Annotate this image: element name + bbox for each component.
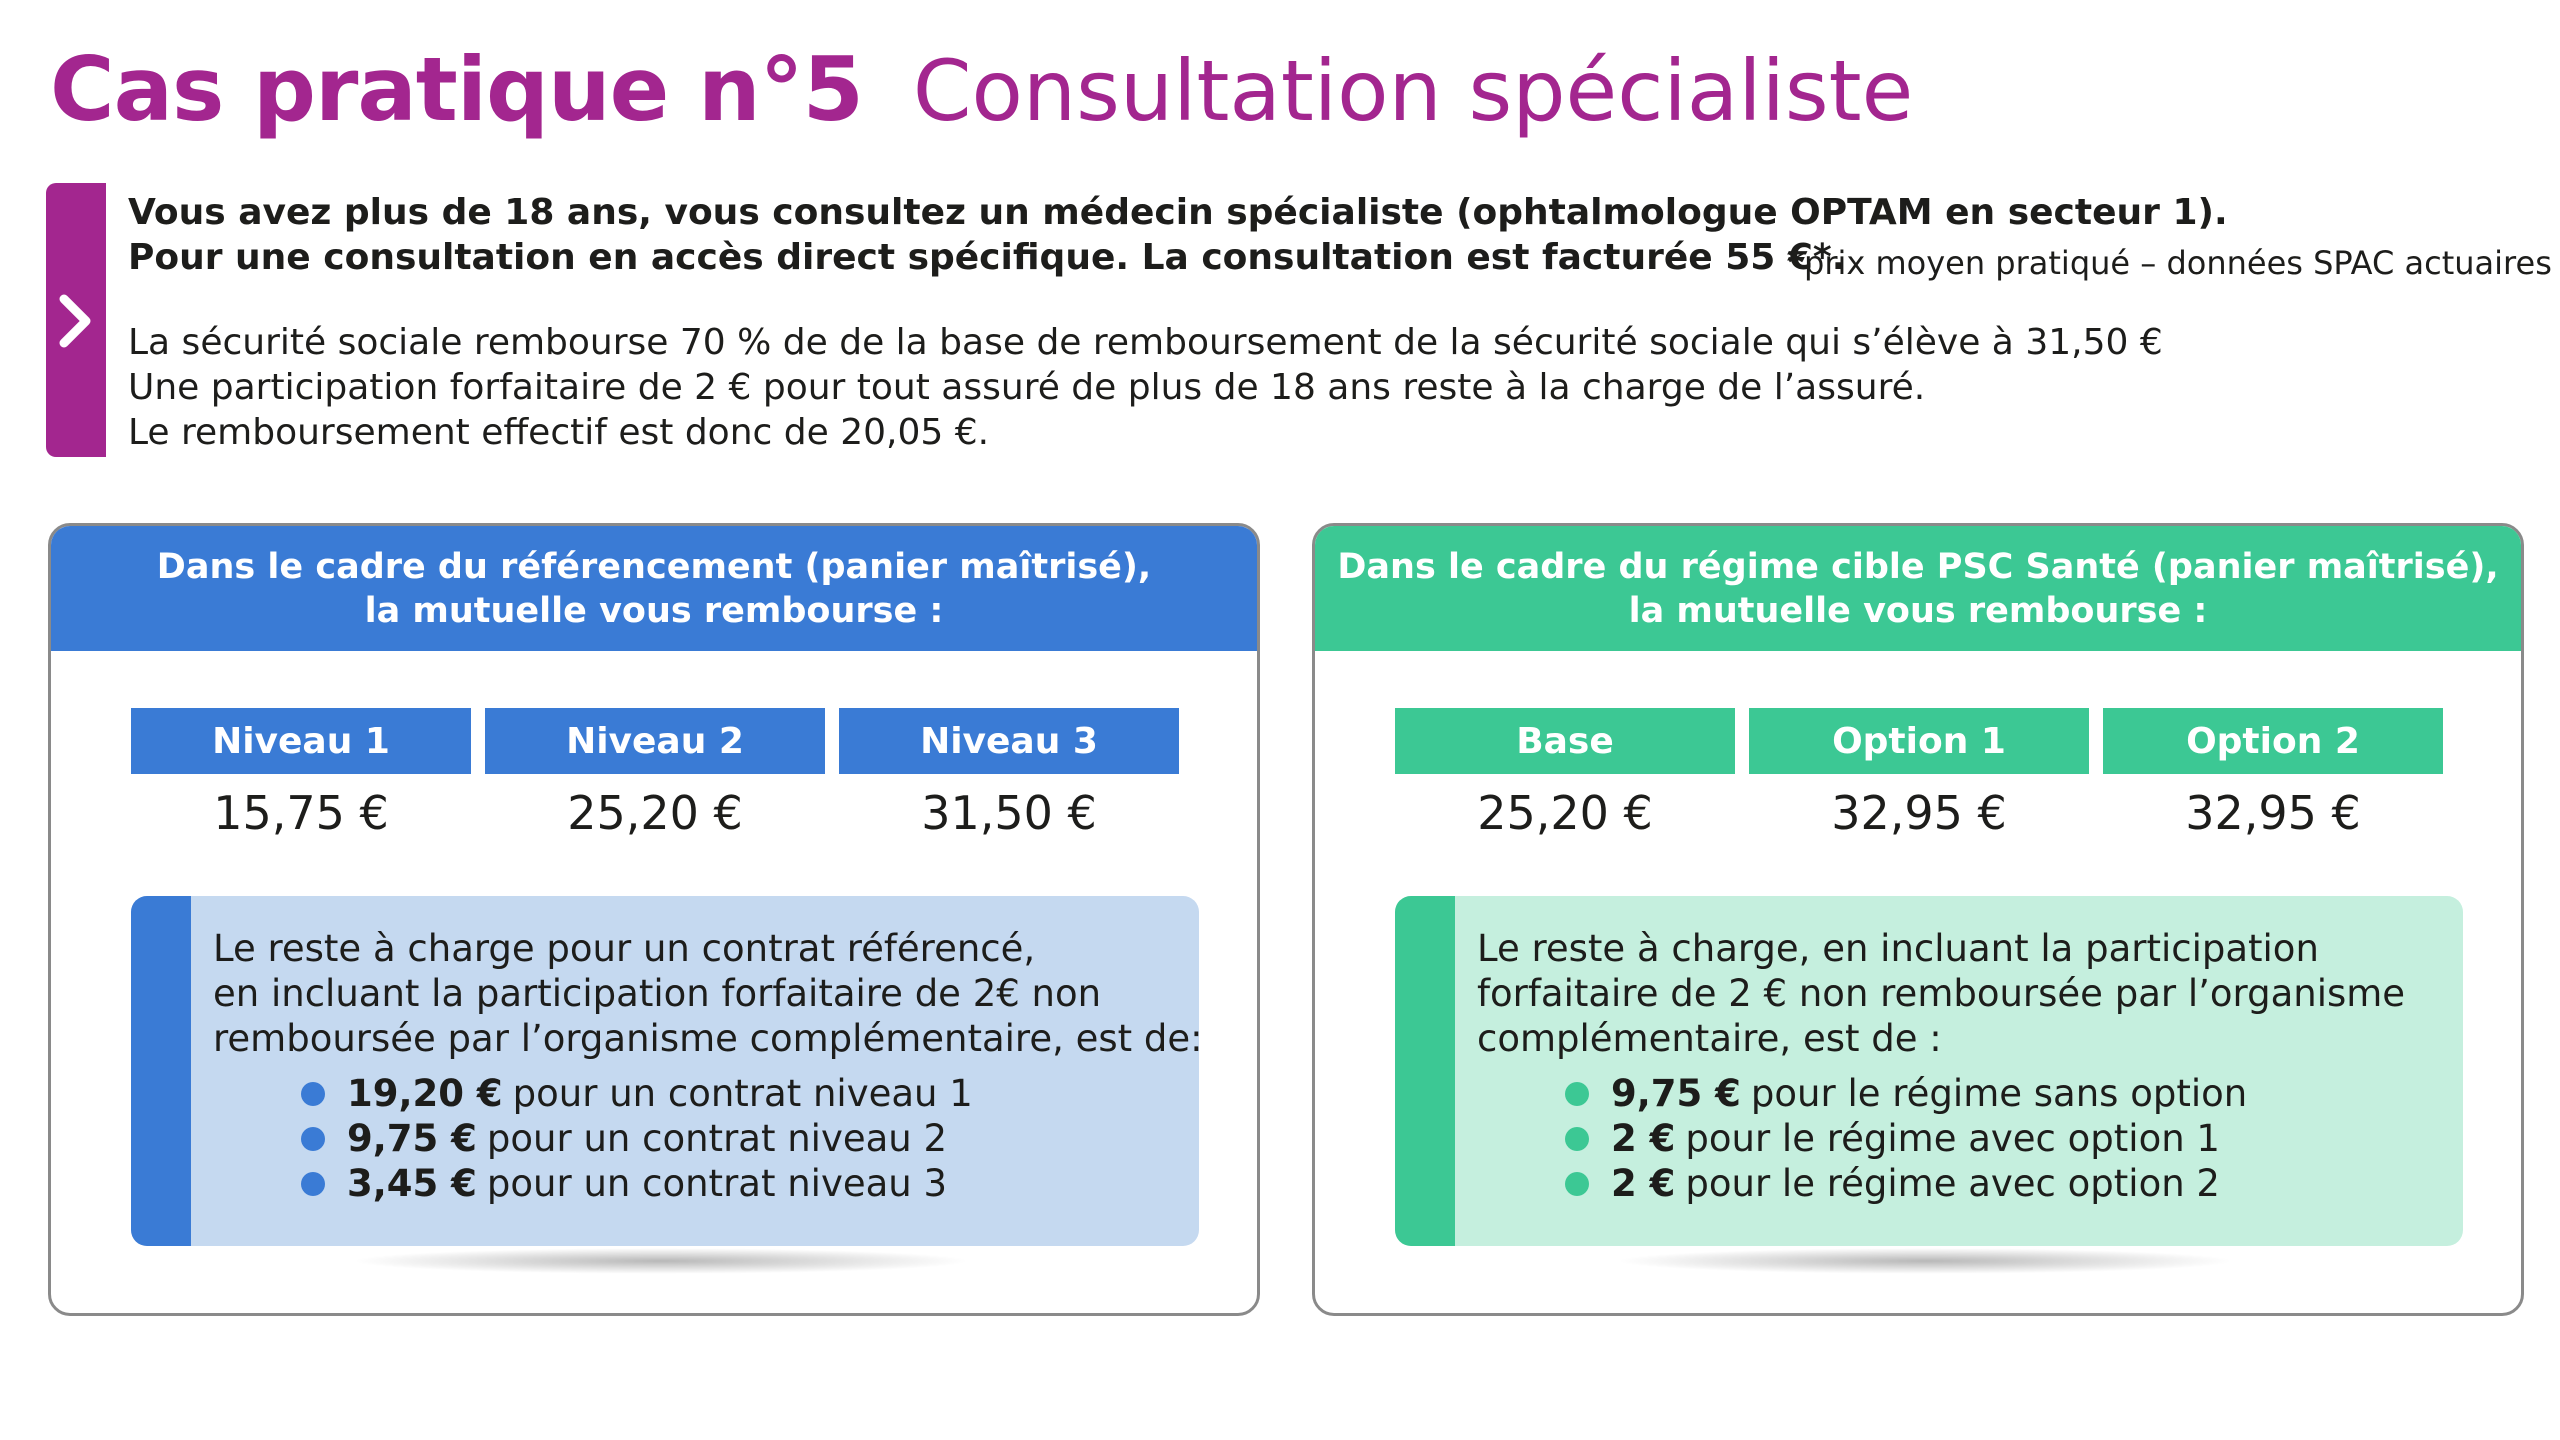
level-value: 32,95 € [2185, 786, 2361, 840]
rest-item-text: pour un contrat niveau 3 [486, 1162, 948, 1205]
chevron-right-icon [46, 291, 106, 351]
rest-item-text: pour le régime sans option [1750, 1072, 2248, 1115]
level-label: Option 2 [2103, 708, 2443, 774]
level-table: Niveau 1 15,75 € Niveau 2 25,20 € Niveau… [131, 708, 1179, 840]
rest-line-2: en incluant la participation forfaitaire… [213, 972, 1102, 1015]
rest-item-text: pour le régime avec option 2 [1685, 1162, 2220, 1205]
level-column: Base 25,20 € [1395, 708, 1735, 840]
intro-line-2: Une participation forfaitaire de 2 € pou… [128, 367, 1926, 408]
rest-amount: 2 € [1611, 1162, 1676, 1205]
price-footnote: *prix moyen pratiqué – données SPAC actu… [1788, 244, 2552, 282]
list-item: 3,45 € pour un contrat niveau 3 [301, 1161, 973, 1206]
rest-amount: 19,20 € [347, 1072, 503, 1115]
psc-sante-panel: Dans le cadre du régime cible PSC Santé … [1312, 523, 2524, 1316]
intro-line-1: La sécurité sociale rembourse 70 % de de… [128, 322, 2163, 363]
referencement-panel: Dans le cadre du référencement (panier m… [48, 523, 1260, 1316]
list-item: 19,20 € pour un contrat niveau 1 [301, 1071, 973, 1116]
panel-header: Dans le cadre du régime cible PSC Santé … [1315, 526, 2521, 651]
intro-line-3: Le remboursement effectif est donc de 20… [128, 412, 990, 453]
intro-summary: Vous avez plus de 18 ans, vous consultez… [128, 190, 2228, 280]
bullet-icon [1565, 1081, 1589, 1106]
rest-line-2: forfaitaire de 2 € non remboursée par l’… [1477, 972, 2406, 1015]
level-table: Base 25,20 € Option 1 32,95 € Option 2 3… [1395, 708, 2443, 840]
level-column: Option 1 32,95 € [1749, 708, 2089, 840]
level-column: Niveau 2 25,20 € [485, 708, 825, 840]
rest-amount: 2 € [1611, 1117, 1676, 1160]
level-column: Niveau 1 15,75 € [131, 708, 471, 840]
title-main: Cas pratique n°5 [50, 38, 864, 141]
rest-item-text: pour un contrat niveau 1 [512, 1072, 973, 1115]
intro-details: La sécurité sociale rembourse 70 % de de… [128, 320, 2163, 455]
rest-a-charge-box: Le reste à charge pour un contrat référe… [131, 896, 1199, 1246]
bullet-icon [1565, 1171, 1589, 1196]
panel-header-line-1: Dans le cadre du régime cible PSC Santé … [1337, 546, 2499, 587]
rest-description: Le reste à charge, en incluant la partic… [1477, 926, 2405, 1061]
rest-item-text: pour un contrat niveau 2 [486, 1117, 948, 1160]
list-item: 2 € pour le régime avec option 2 [1565, 1161, 2247, 1206]
intro-accent-bar [46, 183, 106, 457]
rest-accent-stripe [1395, 896, 1455, 1246]
level-label: Niveau 1 [131, 708, 471, 774]
page-title: Cas pratique n°5 Consultation spécialist… [50, 38, 1913, 148]
panel-header-line-2: la mutuelle vous rembourse : [364, 590, 944, 631]
rest-accent-stripe [131, 896, 191, 1246]
level-value: 15,75 € [213, 786, 389, 840]
rest-list: 19,20 € pour un contrat niveau 1 9,75 € po… [301, 1071, 973, 1206]
rest-line-1: Le reste à charge pour un contrat référe… [213, 927, 1036, 970]
panel-header-line-1: Dans le cadre du référencement (panier m… [156, 546, 1152, 587]
list-item: 9,75 € pour le régime sans option [1565, 1071, 2247, 1116]
list-item: 9,75 € pour un contrat niveau 2 [301, 1116, 973, 1161]
rest-amount: 3,45 € [347, 1162, 477, 1205]
level-label: Niveau 3 [839, 708, 1179, 774]
level-label: Option 1 [1749, 708, 2089, 774]
level-value: 32,95 € [1831, 786, 2007, 840]
rest-a-charge-box: Le reste à charge, en incluant la partic… [1395, 896, 2463, 1246]
rest-description: Le reste à charge pour un contrat référe… [213, 926, 1199, 1061]
level-value: 25,20 € [567, 786, 743, 840]
rest-list: 9,75 € pour le régime sans option 2 € pour… [1565, 1071, 2247, 1206]
rest-amount: 9,75 € [347, 1117, 477, 1160]
bullet-icon [301, 1081, 325, 1106]
list-item: 2 € pour le régime avec option 1 [1565, 1116, 2247, 1161]
box-shadow [351, 1248, 971, 1274]
rest-amount: 9,75 € [1611, 1072, 1741, 1115]
panel-header: Dans le cadre du référencement (panier m… [51, 526, 1257, 651]
title-subtitle: Consultation spécialiste [912, 42, 1914, 140]
rest-line-1: Le reste à charge, en incluant la partic… [1477, 927, 2319, 970]
level-label: Base [1395, 708, 1735, 774]
bullet-icon [301, 1126, 325, 1151]
rest-line-3: remboursée par l’organisme complémentair… [213, 1017, 1199, 1060]
level-label: Niveau 2 [485, 708, 825, 774]
level-value: 31,50 € [921, 786, 1097, 840]
intro-bold-line-2: Pour une consultation en accès direct sp… [128, 237, 1846, 278]
bullet-icon [301, 1171, 325, 1196]
intro-bold-line-1: Vous avez plus de 18 ans, vous consultez… [128, 192, 2228, 233]
level-column: Niveau 3 31,50 € [839, 708, 1179, 840]
panel-header-line-2: la mutuelle vous rembourse : [1628, 590, 2208, 631]
level-value: 25,20 € [1477, 786, 1653, 840]
bullet-icon [1565, 1126, 1589, 1151]
rest-line-3: complémentaire, est de : [1477, 1017, 1942, 1060]
box-shadow [1615, 1248, 2235, 1274]
rest-item-text: pour le régime avec option 1 [1685, 1117, 2220, 1160]
level-column: Option 2 32,95 € [2103, 708, 2443, 840]
